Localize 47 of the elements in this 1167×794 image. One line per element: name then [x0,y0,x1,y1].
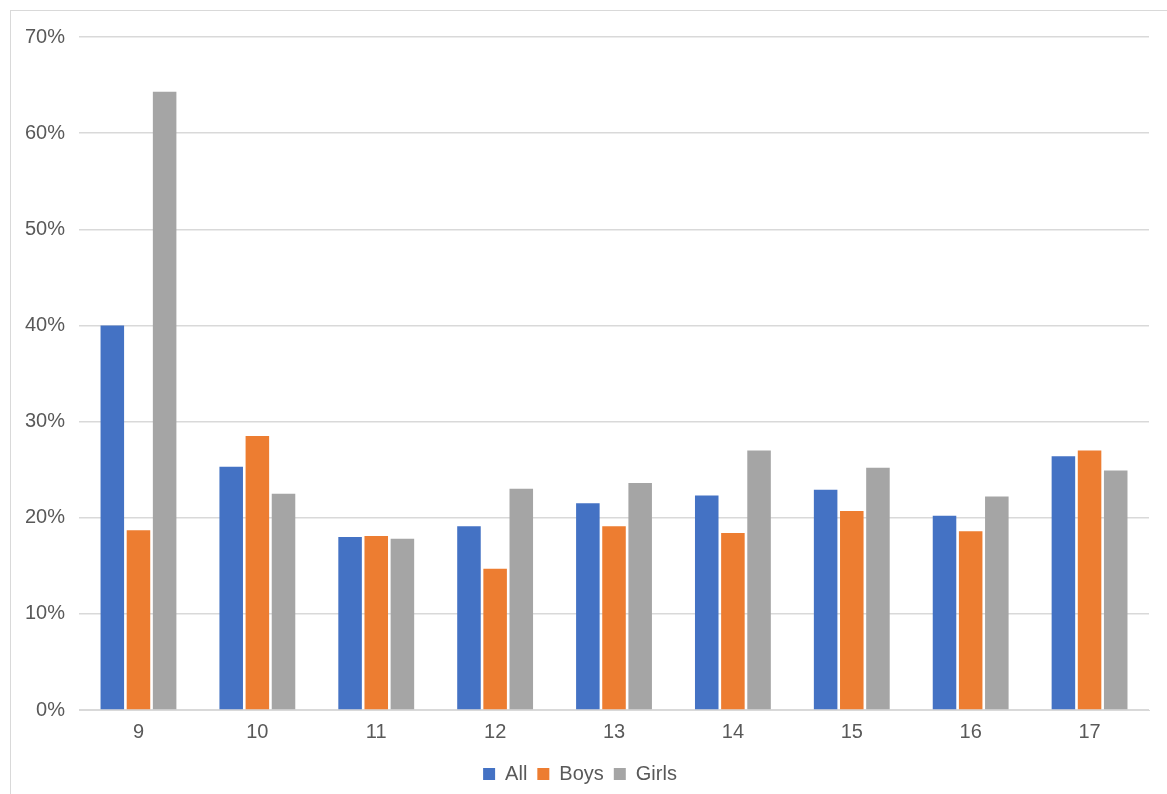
bar [390,538,415,710]
y-tick-label: 40% [25,312,66,335]
y-tick-label: 50% [25,216,66,239]
bar [576,503,600,710]
x-tick-label: 17 [1078,719,1101,742]
y-tick-label: 30% [25,409,66,432]
bar [932,515,957,710]
bar [219,466,243,710]
bar [866,467,890,710]
y-tick-label: 0% [36,697,66,720]
y-tick-label: 10% [25,601,66,624]
bar [602,526,626,710]
x-tick-label: 16 [959,719,982,742]
bar [483,568,507,710]
bar [338,536,362,710]
bar [628,483,652,710]
bar [152,91,177,710]
y-tick-label: 70% [25,24,66,47]
x-tick-label: 10 [246,719,269,742]
legend-label: Girls [635,761,677,784]
y-tick-label: 60% [25,120,66,143]
x-tick-label: 9 [132,719,145,742]
bar [694,495,719,710]
x-tick-label: 11 [365,719,387,742]
bar [813,489,838,710]
bar [747,450,771,710]
bar [1051,456,1076,710]
x-tick-label: 15 [840,719,863,742]
legend-label: All [505,761,528,784]
bar [457,526,481,710]
x-tick-label: 12 [484,719,507,742]
x-tick-label: 14 [721,719,745,742]
bar [509,488,534,710]
bar [245,435,270,710]
x-tick-label: 13 [602,719,626,742]
bar [271,493,296,710]
bar [958,531,983,710]
bar [1077,450,1102,710]
bar [1103,470,1128,710]
legend-label: Boys [559,761,604,784]
bar [364,535,389,710]
bar [721,533,745,710]
y-tick-label: 20% [25,505,66,528]
bar [100,325,125,710]
bar [840,510,864,710]
bar [985,496,1009,710]
bar [126,530,151,710]
